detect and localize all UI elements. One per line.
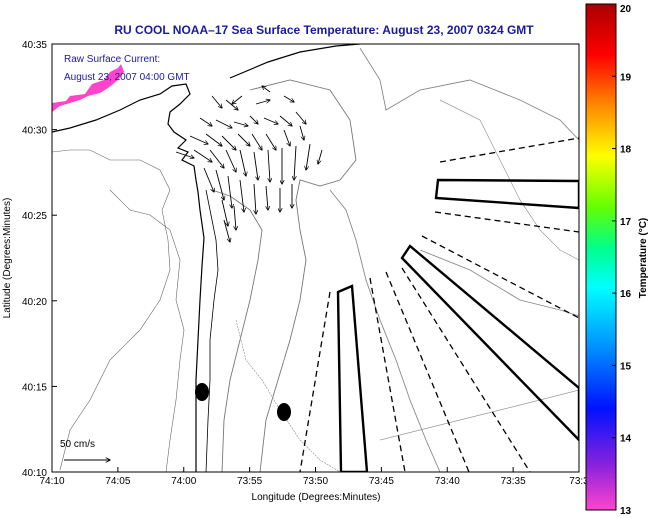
y-ticks (52, 43, 57, 473)
plot-area (52, 44, 579, 472)
isobath-7 (379, 389, 579, 441)
colorbar-ticks: 20 19 18 17 16 15 14 13 (612, 3, 632, 517)
isobath-6 (235, 319, 341, 472)
x-tick-label: 73:55 (237, 476, 262, 487)
x-tick-label: 73:40 (435, 476, 460, 487)
y-tick-label: 40:15 (22, 382, 47, 393)
y-tick-label: 40:10 (22, 468, 47, 479)
isobath-3 (359, 47, 579, 141)
x-tick-label: 74:00 (171, 476, 196, 487)
x-tick-label: 74:10 (39, 476, 64, 487)
buoy-marker (195, 383, 209, 401)
isobath-4 (329, 189, 441, 472)
current-vectors (175, 86, 323, 242)
x-tick-label: 73:45 (369, 476, 394, 487)
isobath-2 (249, 79, 357, 472)
y-tick-labels: 40:35 40:30 40:25 40:20 40:15 40:10 (22, 40, 47, 479)
y-axis-label: Latitude (Degrees:Minutes) (2, 198, 13, 319)
colorbar-tick-label: 20 (620, 4, 632, 15)
colorbar-label: Temperature (°C) (638, 218, 649, 299)
colorbar-tick-label: 14 (620, 434, 632, 445)
x-ticks (51, 467, 580, 472)
isobath-8 (439, 99, 579, 261)
x-tick-label: 73:3 (569, 476, 589, 487)
coastline-nj (52, 83, 205, 472)
colorbar-tick-label: 15 (620, 361, 632, 372)
colorbar (585, 3, 617, 511)
annotation-line-2: August 23, 2007 04:00 GMT (64, 72, 190, 83)
y-tick-label: 40:25 (22, 211, 47, 222)
x-tick-label: 73:35 (501, 476, 526, 487)
x-tick-label: 73:50 (303, 476, 328, 487)
beam-boxes (336, 178, 579, 472)
inland-river (109, 189, 185, 472)
annotation-line-1: Raw Surface Current: (64, 54, 160, 65)
colorbar-tick-label: 16 (620, 289, 632, 300)
colorbar-tick-label: 18 (620, 145, 632, 156)
x-tick-label: 74:05 (105, 476, 130, 487)
dashed-rays (299, 137, 579, 472)
colorbar-tick-label: 19 (620, 72, 632, 83)
y-tick-label: 40:20 (22, 297, 47, 308)
colorbar-tick-label: 13 (620, 506, 632, 517)
y-tick-label: 40:30 (22, 126, 47, 137)
x-axis-label: Longitude (Degrees:Minutes) (252, 492, 381, 503)
coastline-north (229, 44, 361, 79)
y-tick-label: 40:35 (22, 40, 47, 51)
barrier-coast (205, 189, 219, 472)
map-title: RU COOL NOAA–17 Sea Surface Temperature:… (114, 23, 534, 37)
scale-label: 50 cm/s (60, 439, 95, 450)
x-tick-labels: 74:10 74:05 74:00 73:55 73:50 73:45 73:40 73:35… (39, 476, 589, 487)
isobath-1 (211, 189, 263, 472)
map-content (52, 44, 579, 472)
colorbar-tick-label: 17 (620, 217, 632, 228)
inland-contour (52, 149, 171, 471)
buoy-marker (277, 403, 291, 421)
sst-warm-patch (52, 64, 124, 112)
